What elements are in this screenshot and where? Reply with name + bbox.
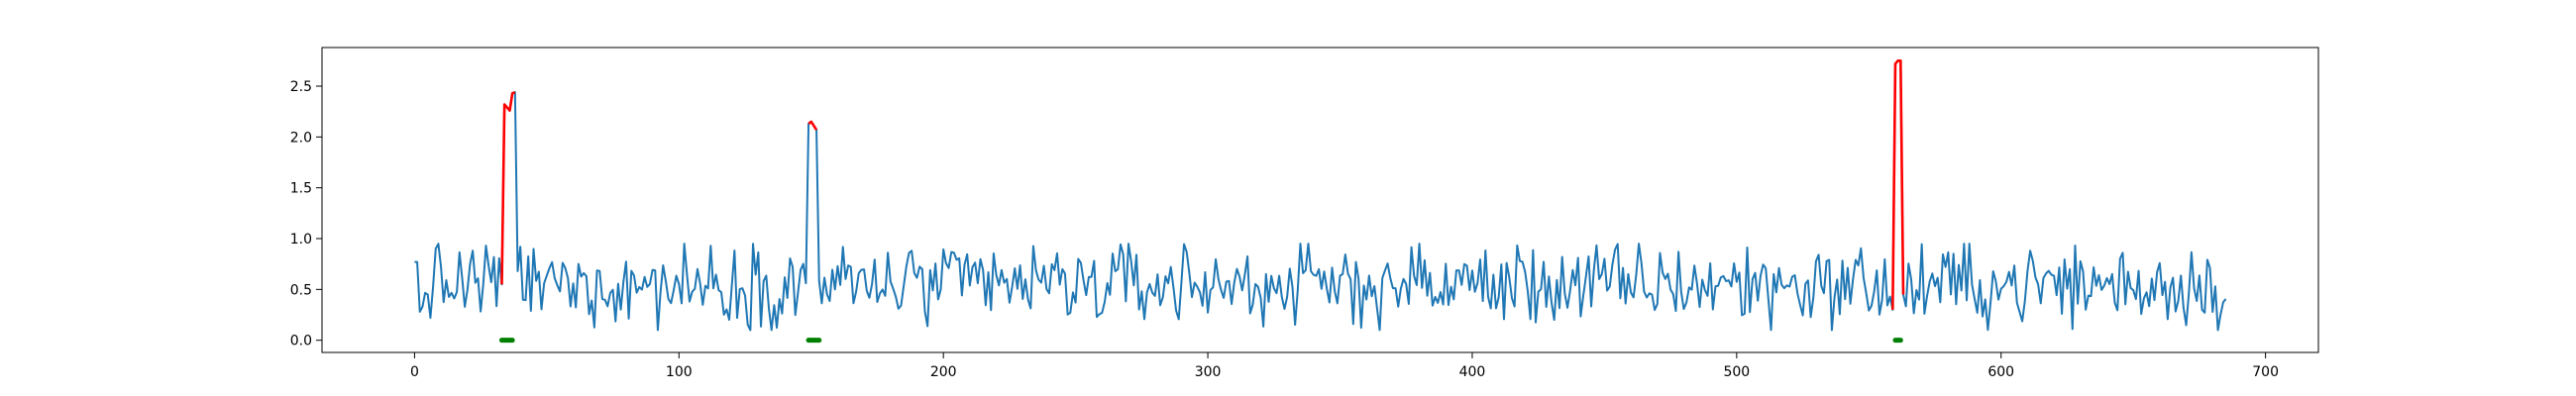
x-tick-label: 600	[1987, 364, 2014, 380]
y-tick-label: 2.5	[290, 79, 312, 95]
x-tick-label: 200	[930, 364, 957, 380]
series-layer	[414, 59, 2227, 344]
y-tick-label: 1.5	[290, 181, 312, 197]
x-tick-label: 100	[666, 364, 693, 380]
x-tick-label: 400	[1459, 364, 1486, 380]
anomaly-segment-2	[807, 120, 818, 131]
axis-layer: 0 100 200 300 400 500 600 700 0.0 0.5 1.0 1.5 2.0 2.5	[290, 79, 2279, 380]
series-signal-line	[414, 59, 2227, 332]
x-tick-label: 300	[1195, 364, 1222, 380]
anomaly-segment-3	[1891, 59, 1905, 310]
y-tick-label: 0.0	[290, 334, 312, 349]
x-tick-label: 700	[2252, 364, 2279, 380]
y-tick-label: 2.0	[290, 130, 312, 146]
anomaly-segment-1	[500, 90, 516, 285]
x-tick-label: 500	[1723, 364, 1750, 380]
x-tick-label: 0	[410, 364, 419, 380]
y-tick-label: 1.0	[290, 232, 312, 248]
y-tick-label: 0.5	[290, 282, 312, 298]
plot-frame	[321, 47, 2319, 353]
